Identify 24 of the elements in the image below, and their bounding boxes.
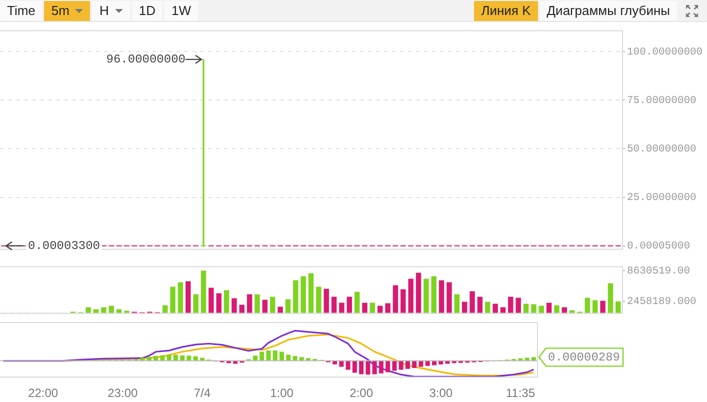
x-tick-label: 22:00 (28, 386, 58, 400)
text: 1D (138, 2, 156, 20)
text: Линия K (481, 2, 531, 20)
text: 0.00000289 (548, 350, 620, 364)
annotation: 96.00000000 (106, 52, 186, 67)
text: 5m (51, 2, 70, 20)
y-tick-label: 0.00005000 (627, 240, 690, 253)
x-tick-label: 23:00 (108, 386, 138, 400)
y-tick-label: 50.00000000 (627, 144, 696, 156)
y-tick-label: 100.00000000 (627, 46, 703, 58)
text: Time (7, 2, 36, 20)
y-tick-label: 2458189.000 (627, 296, 696, 308)
text: Диаграммы глубины (546, 2, 670, 20)
text: 1W (171, 2, 191, 20)
y-tick-label: 8630519.00 (627, 265, 690, 278)
x-tick-label: 3:00 (429, 386, 453, 400)
annotation: 0.00003300 (28, 238, 100, 253)
x-tick-label: 7/4 (194, 386, 211, 400)
y-tick-label: 25.00000000 (627, 192, 696, 204)
text: H (99, 2, 109, 20)
x-tick-label: 1:00 (270, 386, 294, 400)
y-tick-label: 75.00000000 (627, 94, 696, 107)
x-tick-label: 11:35 (506, 386, 536, 400)
x-tick-label: 2:00 (350, 386, 374, 400)
